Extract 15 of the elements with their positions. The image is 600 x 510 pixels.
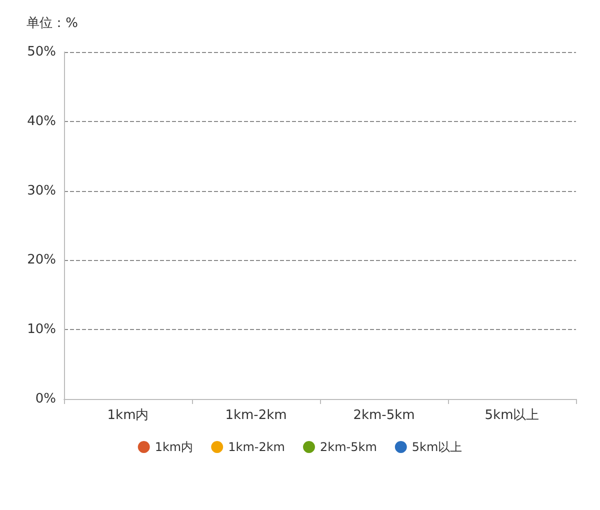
- y-tick-label: 50%: [27, 44, 56, 60]
- x-tick-label: 1km-2km: [225, 408, 287, 423]
- x-tick-label: 1km内: [107, 408, 149, 423]
- legend-label: 1km内: [154, 440, 194, 454]
- legend-label: 2km-5km: [320, 440, 377, 454]
- y-tick-label: 30%: [27, 183, 56, 198]
- y-tick-label: 10%: [27, 322, 56, 338]
- x-tick-label: 2km-5km: [353, 408, 415, 423]
- y-axis-title: 单位：%: [26, 16, 78, 31]
- x-tick-label: 5km以上: [484, 408, 540, 423]
- legend-label: 1km-2km: [228, 440, 286, 454]
- y-tick-label: 20%: [27, 252, 56, 268]
- legend-label: 5km以上: [412, 440, 462, 454]
- y-tick-label: 40%: [27, 114, 56, 129]
- y-tick-label: 0%: [35, 392, 56, 406]
